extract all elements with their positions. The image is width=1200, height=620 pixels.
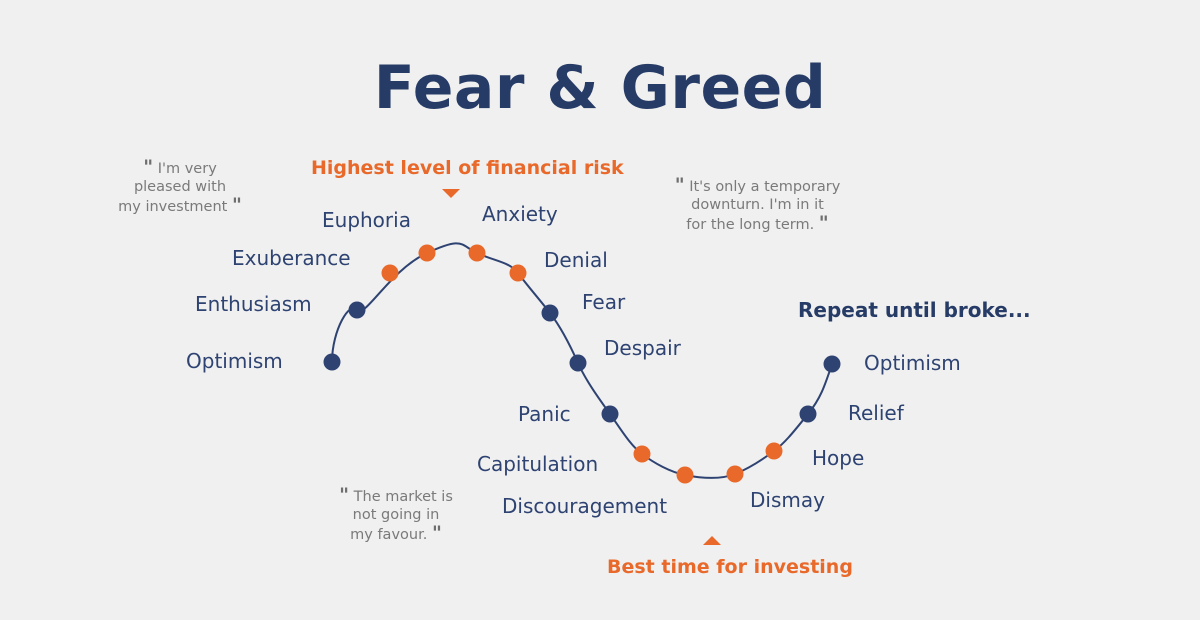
stage-dot-enthusiasm xyxy=(348,301,366,319)
quote-close-mark: " xyxy=(231,194,242,216)
stage-label-relief: Relief xyxy=(848,401,904,425)
stage-label-capitulation: Capitulation xyxy=(477,452,599,476)
stage-label-optimism-end: Optimism xyxy=(864,351,961,375)
stage-dot-discouragement xyxy=(676,466,694,484)
stage-dot-optimism xyxy=(323,353,341,371)
stage-dot-hope xyxy=(765,442,783,460)
quote-temporary: " It's only a temporary downturn. I'm in… xyxy=(665,176,850,234)
quote-line: I'm very xyxy=(157,161,217,177)
stage-label-enthusiasm: Enthusiasm xyxy=(195,292,312,316)
quote-close-mark: " xyxy=(431,522,442,544)
quote-line: The market is xyxy=(353,489,453,505)
quote-open-mark: " xyxy=(339,484,350,506)
quote-pleased: " I'm very pleased with my investment " xyxy=(110,158,250,216)
stage-label-exuberance: Exuberance xyxy=(232,246,351,270)
stage-dot-panic xyxy=(601,405,619,423)
stage-label-despair: Despair xyxy=(604,336,681,360)
quote-line: for the long term. xyxy=(686,217,815,233)
quote-close-mark: " xyxy=(818,212,829,234)
quote-line: It's only a temporary xyxy=(689,179,841,195)
quote-market: " The market is not going in my favour. … xyxy=(332,486,460,544)
repeat-until-broke-note: Repeat until broke... xyxy=(798,298,1031,322)
best-time-callout: Best time for investing xyxy=(607,556,853,578)
stage-dot-optimism xyxy=(823,355,841,373)
stage-dot-despair xyxy=(569,354,587,372)
stage-label-discouragement: Discouragement xyxy=(502,494,668,518)
stage-dot-dismay xyxy=(726,465,744,483)
stage-dot-fear xyxy=(541,304,559,322)
quote-open-mark: " xyxy=(674,174,685,196)
stage-dot-denial xyxy=(509,264,527,282)
stage-label-dismay: Dismay xyxy=(750,488,825,512)
quote-line: my investment xyxy=(118,199,228,215)
quote-line: pleased with xyxy=(133,179,227,195)
stage-label-anxiety: Anxiety xyxy=(482,202,558,226)
stage-label-panic: Panic xyxy=(518,402,571,426)
quote-open-mark: " xyxy=(143,156,154,178)
stage-label-optimism-start: Optimism xyxy=(186,349,283,373)
quote-line: downturn. I'm in it xyxy=(691,197,824,213)
highest-risk-arrow xyxy=(442,189,460,198)
stage-dot-exuberance xyxy=(381,264,399,282)
highest-risk-callout: Highest level of financial risk xyxy=(311,157,624,179)
page-title: Fear & Greed xyxy=(373,53,827,123)
best-time-arrow xyxy=(703,536,721,545)
stage-dot-euphoria xyxy=(418,244,436,262)
stage-label-hope: Hope xyxy=(812,446,865,470)
stage-label-fear: Fear xyxy=(582,290,626,314)
stage-dot-capitulation xyxy=(633,445,651,463)
quote-line: not going in xyxy=(352,507,440,523)
stage-label-euphoria: Euphoria xyxy=(322,208,411,232)
quote-line: my favour. xyxy=(350,527,428,543)
stage-dot-relief xyxy=(799,405,817,423)
stage-label-denial: Denial xyxy=(544,248,608,272)
stage-dot-anxiety xyxy=(468,244,486,262)
